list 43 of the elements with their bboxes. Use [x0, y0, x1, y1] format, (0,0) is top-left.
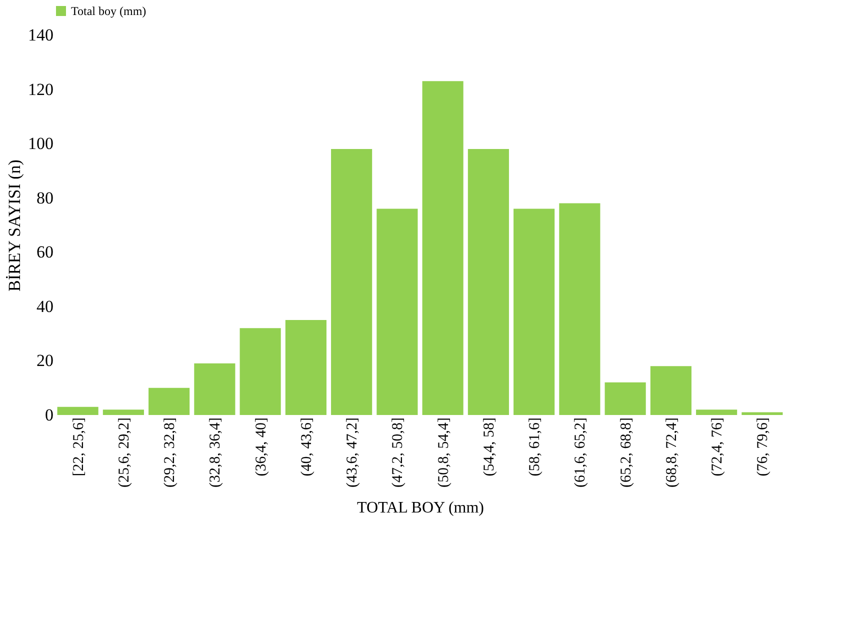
- bar: [604, 382, 646, 415]
- x-tick-label: (68,8, 72,4]: [664, 418, 680, 488]
- x-tick-label: (32,8, 36,4]: [208, 418, 224, 488]
- y-tick-label: 120: [28, 80, 54, 99]
- bar: [696, 410, 738, 415]
- x-tick-label: (54,4, 58]: [481, 418, 498, 476]
- y-tick-label: 80: [36, 188, 54, 208]
- bar: [331, 149, 372, 415]
- bar: [102, 410, 144, 415]
- y-tick-label: 60: [36, 242, 54, 262]
- bar: [514, 208, 555, 415]
- x-axis-title: TOTAL BOY (mm): [357, 499, 484, 516]
- y-axis-title: BİREY SAYISI (n): [5, 160, 24, 292]
- bar: [559, 203, 600, 415]
- x-tick-label: (65,2, 68,8]: [618, 418, 634, 488]
- x-tick-label: [22, 25,6]: [70, 418, 87, 476]
- bar: [240, 328, 281, 415]
- bar: [194, 363, 236, 415]
- y-tick-label: 40: [36, 296, 54, 316]
- x-tick-label: (29,2, 32,8]: [162, 418, 178, 488]
- y-tick-label: 140: [28, 26, 54, 44]
- x-tick-label: (43,6, 47,2]: [344, 418, 361, 488]
- x-tick-label: (40, 43,6]: [298, 418, 315, 476]
- bar: [422, 81, 464, 415]
- bar: [57, 406, 98, 415]
- x-tick-label: (61,6, 65,2]: [572, 418, 589, 488]
- x-tick-label: (36,4, 40]: [253, 418, 270, 476]
- x-tick-label: (72,4, 76]: [710, 418, 726, 476]
- bar: [376, 208, 418, 415]
- y-tick-label: 0: [45, 406, 54, 424]
- x-tick-label: (47,2, 50,8]: [390, 418, 406, 488]
- y-tick-label: 20: [36, 351, 54, 370]
- bar: [148, 388, 190, 415]
- legend-label: Total boy (mm): [71, 4, 146, 18]
- bar: [742, 412, 783, 415]
- x-tick-label: (50,8, 54,4]: [436, 418, 452, 488]
- bar: [285, 320, 326, 415]
- x-tick-label: (58, 61,6]: [527, 418, 544, 476]
- y-tick-label: 100: [28, 134, 54, 154]
- bar: [468, 149, 509, 415]
- x-tick-label: (25,6, 29,2]: [116, 418, 132, 488]
- bar: [650, 366, 692, 415]
- x-tick-label: (76, 79,6]: [755, 418, 772, 476]
